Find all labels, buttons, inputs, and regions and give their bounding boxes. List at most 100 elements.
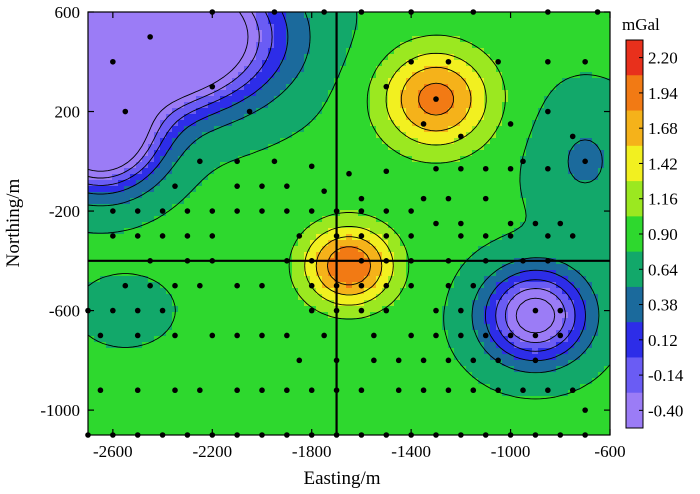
contour-cell: [412, 78, 419, 85]
contour-cell: [442, 234, 449, 241]
contour-cell: [358, 402, 365, 409]
contour-cell: [394, 204, 401, 211]
contour-cell: [262, 72, 269, 79]
contour-cell: [298, 288, 305, 295]
contour-cell: [124, 96, 131, 103]
contour-cell: [364, 156, 371, 163]
contour-cell: [490, 402, 497, 409]
contour-cell: [196, 24, 203, 31]
contour-cell: [148, 198, 155, 205]
contour-cell: [460, 360, 467, 367]
contour-cell: [406, 420, 413, 427]
contour-cell: [196, 198, 203, 205]
contour-cell: [304, 114, 311, 121]
contour-cell: [262, 216, 269, 223]
contour-cell: [292, 42, 299, 49]
contour-cell: [178, 48, 185, 55]
contour-cell: [250, 108, 257, 115]
contour-cell: [496, 330, 503, 337]
contour-cell: [280, 396, 287, 403]
contour-cell: [388, 318, 395, 325]
contour-cell: [430, 24, 437, 31]
contour-cell: [490, 426, 497, 433]
contour-cell: [238, 54, 245, 61]
contour-cell: [304, 12, 311, 19]
contour-cell: [280, 318, 287, 325]
contour-cell: [310, 138, 317, 145]
contour-cell: [244, 186, 251, 193]
contour-cell: [172, 96, 179, 103]
contour-cell: [166, 48, 173, 55]
contour-cell: [196, 30, 203, 37]
contour-cell: [460, 174, 467, 181]
contour-cell: [124, 426, 131, 433]
contour-cell: [154, 228, 161, 235]
contour-cell: [484, 96, 491, 103]
contour-cell: [166, 12, 173, 19]
contour-cell: [316, 312, 323, 319]
contour-cell: [106, 216, 113, 223]
contour-cell: [310, 144, 317, 151]
contour-cell: [376, 186, 383, 193]
contour-cell: [442, 336, 449, 343]
contour-cell: [406, 252, 413, 259]
contour-cell: [112, 48, 119, 55]
contour-cell: [190, 102, 197, 109]
contour-cell: [352, 300, 359, 307]
contour-cell: [244, 432, 251, 435]
contour-cell: [454, 348, 461, 355]
contour-cell: [430, 126, 437, 133]
contour-cell: [352, 102, 359, 109]
contour-cell: [154, 246, 161, 253]
contour-cell: [256, 306, 263, 313]
contour-cell: [340, 174, 347, 181]
contour-cell: [166, 264, 173, 271]
contour-cell: [124, 228, 131, 235]
contour-cell: [400, 198, 407, 205]
contour-cell: [166, 180, 173, 187]
contour-cell: [370, 210, 377, 217]
contour-cell: [274, 96, 281, 103]
contour-cell: [280, 102, 287, 109]
contour-cell: [454, 30, 461, 37]
contour-cell: [142, 306, 149, 313]
contour-cell: [238, 90, 245, 97]
contour-cell: [358, 342, 365, 349]
contour-cell: [256, 264, 263, 271]
contour-cell: [388, 120, 395, 127]
contour-cell: [148, 102, 155, 109]
contour-cell: [394, 96, 401, 103]
contour-cell: [472, 24, 479, 31]
contour-cell: [244, 366, 251, 373]
contour-cell: [220, 264, 227, 271]
contour-cell: [274, 288, 281, 295]
contour-cell: [454, 168, 461, 175]
contour-cell: [394, 198, 401, 205]
contour-cell: [340, 24, 347, 31]
contour-cell: [304, 144, 311, 151]
contour-cell: [460, 288, 467, 295]
contour-cell: [406, 300, 413, 307]
contour-cell: [220, 282, 227, 289]
contour-cell: [292, 342, 299, 349]
contour-cell: [196, 186, 203, 193]
contour-cell: [226, 330, 233, 337]
contour-cell: [358, 78, 365, 85]
contour-cell: [196, 48, 203, 55]
contour-cell: [436, 48, 443, 55]
contour-cell: [166, 198, 173, 205]
contour-cell: [202, 18, 209, 25]
contour-cell: [400, 144, 407, 151]
contour-cell: [100, 300, 107, 307]
contour-cell: [424, 102, 431, 109]
contour-cell: [220, 114, 227, 121]
contour-cell: [154, 330, 161, 337]
contour-cell: [160, 366, 167, 373]
contour-cell: [424, 96, 431, 103]
contour-cell: [352, 318, 359, 325]
contour-cell: [94, 408, 101, 415]
contour-cell: [418, 228, 425, 235]
contour-cell: [496, 408, 503, 415]
contour-cell: [268, 150, 275, 157]
contour-cell: [256, 384, 263, 391]
